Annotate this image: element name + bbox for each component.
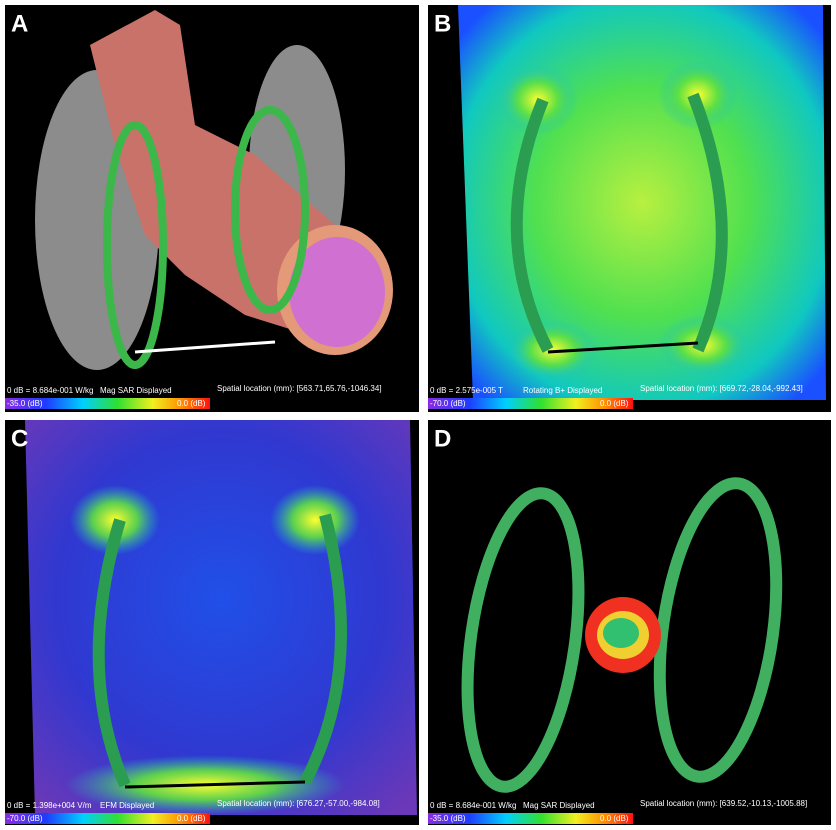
panel: D 0 dB = 8.684e-001 W/kg Mag SAR Displayed… (428, 420, 831, 825)
scale-max: 0.0 (dB) (177, 399, 206, 408)
display-text: Mag SAR Displayed (100, 386, 172, 395)
scale-max: 0.0 (dB) (177, 814, 206, 823)
display-text: EFM Displayed (100, 801, 154, 810)
panel: A 0 dB = 8.684e-001 W/kg Mag SAR Displayed… (5, 5, 419, 412)
panel: C 0 dB = 1.398e+004 V/m EFM Displayed Spati… (5, 420, 419, 825)
reference-text: 0 dB = 8.684e-001 W/kg (7, 386, 94, 395)
reference-text: 0 dB = 2.575e-005 T (430, 386, 503, 395)
field-hotspot (270, 485, 360, 555)
panel: B 0 dB = 2.575e-005 T Rotating B+ Displaye… (428, 5, 831, 412)
scale-min: -70.0 (dB) (7, 814, 43, 823)
reference-text: 0 dB = 8.684e-001 W/kg (430, 801, 517, 810)
location-text: Spatial location (mm): [563.71,65.76,-10… (217, 384, 382, 393)
figure: A 0 dB = 8.684e-001 W/kg Mag SAR Displayed… (0, 0, 836, 830)
location-text: Spatial location (mm): [676.27,-57.00,-9… (217, 799, 380, 808)
panel-label: B (434, 10, 451, 37)
scale-max: 0.0 (dB) (600, 399, 629, 408)
location-text: Spatial location (mm): [639.52,-10.13,-1… (640, 799, 807, 808)
display-text: Mag SAR Displayed (523, 801, 595, 810)
panel-label: C (11, 425, 28, 452)
body-section (603, 618, 639, 648)
scale-min: -70.0 (dB) (430, 399, 466, 408)
location-text: Spatial location (mm): [669.72,-28.04,-9… (640, 384, 803, 393)
panel-label: A (11, 10, 28, 37)
scale-min: -35.0 (dB) (430, 814, 466, 823)
panel-label: D (434, 425, 451, 452)
scale-max: 0.0 (dB) (600, 814, 629, 823)
scale-min: -35.0 (dB) (7, 399, 43, 408)
reference-text: 0 dB = 1.398e+004 V/m (7, 801, 92, 810)
page: A 0 dB = 8.684e-001 W/kg Mag SAR Displayed… (0, 0, 836, 830)
display-text: Rotating B+ Displayed (523, 386, 602, 395)
